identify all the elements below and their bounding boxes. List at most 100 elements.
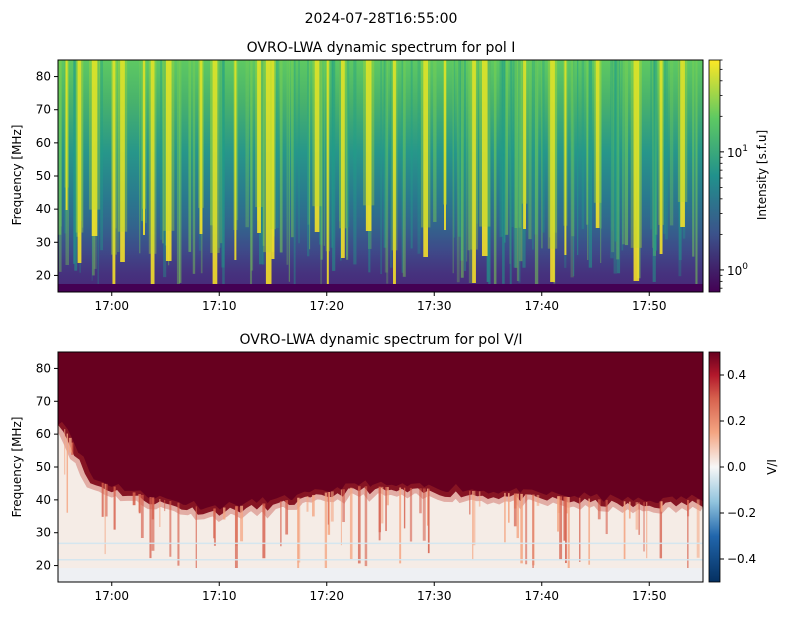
x-tick-label-pol-i: 17:30	[417, 299, 452, 313]
texture-stripe-pol-i	[463, 60, 467, 271]
burst-streak-pol-vi	[149, 496, 152, 559]
burst-streak-pol-vi	[381, 486, 384, 524]
burst-glow-pol-i	[163, 60, 175, 231]
ylabel-pol-vi: Frequency [MHz]	[10, 417, 24, 518]
burst-stripe-pol-i	[326, 60, 329, 285]
burst-streak-pol-vi	[71, 442, 74, 455]
texture-stripe-pol-i	[402, 60, 406, 277]
texture-stripe-pol-i	[250, 60, 254, 271]
burst-glow-pol-i	[630, 60, 642, 248]
colorbar-pol-i	[708, 59, 721, 293]
ylabel-pol-i: Frequency [MHz]	[10, 125, 24, 226]
y-tick-label-pol-vi: 40	[36, 493, 51, 507]
burst-streak-pol-vi	[104, 483, 108, 517]
y-tick-label-pol-vi: 70	[36, 394, 51, 408]
burst-glow-pol-i	[521, 60, 528, 204]
figure-suptitle: 2024-07-28T16:55:00	[305, 11, 458, 27]
burst-streak-pol-vi	[403, 487, 406, 529]
texture-stripe-pol-i	[669, 60, 674, 226]
texture-stripe-pol-i	[320, 60, 322, 290]
burst-streak-pol-vi	[113, 486, 116, 530]
y-tick-label-pol-i: 60	[36, 136, 51, 150]
texture-stripe-pol-i	[140, 60, 144, 221]
texture-stripe-pol-i	[389, 60, 393, 268]
texture-stripe-pol-i	[221, 60, 225, 268]
texture-stripe-pol-i	[298, 60, 300, 244]
texture-stripe-pol-i	[586, 60, 589, 225]
texture-stripe-pol-i	[622, 60, 625, 245]
burst-streak-pol-vi	[101, 482, 104, 517]
burst-streak-pol-vi	[525, 494, 528, 565]
colorbar-ticks-pol-i: 100 101	[720, 59, 748, 289]
texture-stripe-pol-i	[261, 60, 265, 265]
burst-streak-pol-vi	[177, 502, 180, 566]
x-tick-label-pol-i: 17:10	[202, 299, 237, 313]
texture-stripe-pol-i	[600, 60, 602, 264]
burst-stripe-pol-i	[564, 60, 567, 255]
x-tick-label-pol-vi: 17:30	[417, 589, 452, 603]
texture-stripe-pol-i	[145, 60, 147, 224]
burst-stripe-pol-i	[271, 60, 275, 259]
texture-stripe-pol-i	[433, 60, 437, 222]
texture-stripe-pol-i	[610, 60, 614, 259]
texture-stripe-pol-i	[346, 60, 349, 260]
texture-stripe-pol-i	[276, 60, 279, 229]
x-tick-label-pol-vi: 17:00	[94, 589, 129, 603]
burst-stripe-pol-i	[265, 60, 272, 286]
x-tick-label-pol-i: 17:00	[94, 299, 129, 313]
y-tick-label-pol-i: 40	[36, 202, 51, 216]
burst-stripe-pol-i	[393, 60, 396, 284]
texture-stripe-pol-i	[291, 60, 294, 238]
burst-streak-pol-vi	[628, 501, 631, 519]
burst-streak-pol-vi	[532, 494, 534, 574]
texture-stripe-pol-i	[340, 60, 342, 261]
texture-stripe-pol-i	[654, 60, 657, 251]
burst-glow-pol-i	[420, 60, 431, 228]
texture-stripe-pol-i	[534, 60, 539, 288]
texture-stripe-pol-i	[160, 60, 163, 240]
burst-streak-pol-vi	[364, 486, 368, 567]
texture-stripe-pol-i	[64, 60, 67, 234]
burst-streak-pol-vi	[520, 493, 523, 564]
low-frequency-band-pol-vi	[58, 568, 703, 582]
burst-streak-pol-vi	[508, 493, 510, 523]
texture-stripe-pol-i	[499, 60, 503, 237]
burst-stripe-pol-i	[340, 60, 345, 258]
burst-stripe-pol-i	[257, 60, 261, 233]
x-axis-pol-i: 17:00 17:10 17:20 17:30 17:40 17:50	[94, 292, 667, 313]
burst-streak-pol-vi	[659, 501, 663, 559]
burst-streak-pol-vi	[312, 494, 315, 517]
burst-glow-pol-i	[148, 60, 157, 254]
burst-glow-pol-i	[363, 60, 375, 206]
texture-stripe-pol-i	[453, 60, 456, 238]
burst-streak-pol-vi	[349, 487, 353, 560]
burst-glow-pol-i	[75, 60, 84, 233]
texture-stripe-pol-i	[599, 60, 602, 229]
texture-stripe-pol-i	[548, 60, 551, 238]
burst-streak-pol-vi	[687, 499, 689, 573]
burst-glow-pol-i	[479, 60, 491, 227]
texture-stripe-pol-i	[468, 60, 473, 284]
texture-stripe-pol-i	[279, 60, 283, 253]
burst-streak-pol-vi	[635, 502, 639, 530]
burst-streak-pol-vi	[623, 501, 626, 560]
x-tick-label-pol-i: 17:40	[524, 299, 559, 313]
texture-stripe-pol-i	[588, 60, 593, 268]
texture-stripe-pol-i	[651, 60, 654, 248]
burst-stripe-pol-i	[150, 60, 155, 288]
burst-stripe-pol-i	[212, 60, 218, 287]
burst-stripe-pol-i	[199, 60, 203, 234]
texture-stripe-pol-i	[514, 60, 518, 229]
burst-streak-pol-vi	[164, 499, 166, 512]
burst-streak-pol-vi	[342, 489, 345, 523]
y-tick-label-pol-vi: 50	[36, 460, 51, 474]
burst-glow-pol-i	[563, 60, 568, 226]
burst-streak-pol-vi	[579, 497, 581, 562]
burst-streak-pol-vi	[169, 501, 172, 557]
texture-stripe-pol-i	[309, 60, 311, 250]
colorbar-ticks-pol-vi: 0.4 0.2 0.0 −0.2 −0.4	[720, 368, 756, 566]
x-tick-label-pol-i: 17:20	[309, 299, 344, 313]
burst-stripe-pol-i	[550, 60, 555, 282]
colorbar-tick-label-pol-i: 100	[727, 262, 748, 278]
panel-pol-i: OVRO-LWA dynamic spectrum for pol I 20 30…	[10, 40, 769, 313]
